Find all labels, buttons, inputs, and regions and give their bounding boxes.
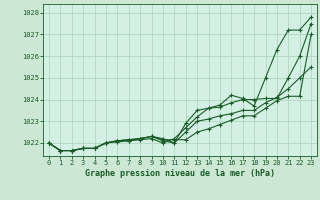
X-axis label: Graphe pression niveau de la mer (hPa): Graphe pression niveau de la mer (hPa) xyxy=(85,169,275,178)
